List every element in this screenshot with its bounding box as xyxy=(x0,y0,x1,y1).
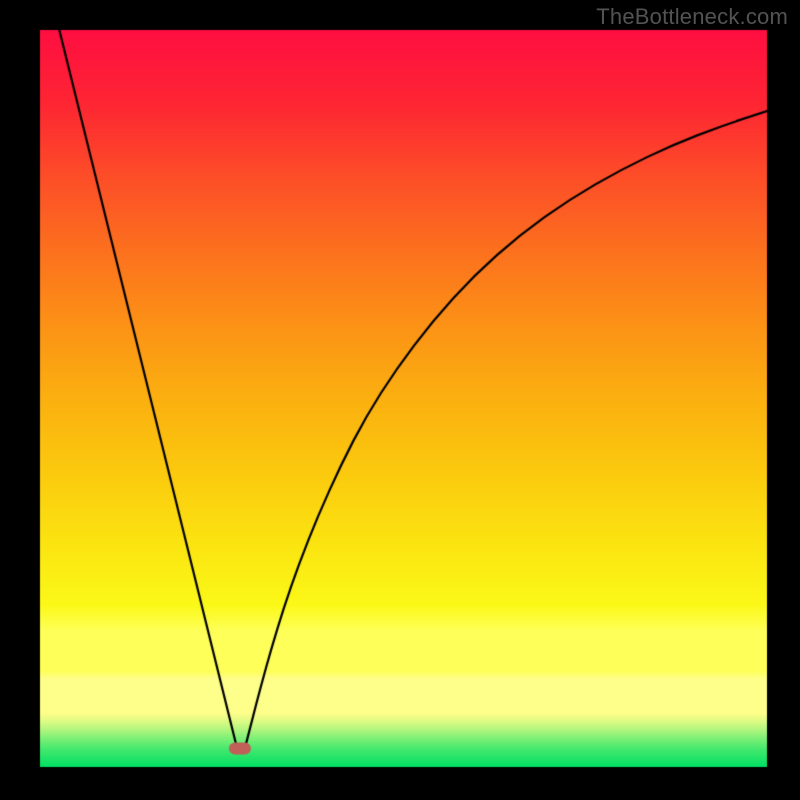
watermark-text: TheBottleneck.com xyxy=(596,4,788,30)
bottleneck-chart-canvas xyxy=(0,0,800,800)
